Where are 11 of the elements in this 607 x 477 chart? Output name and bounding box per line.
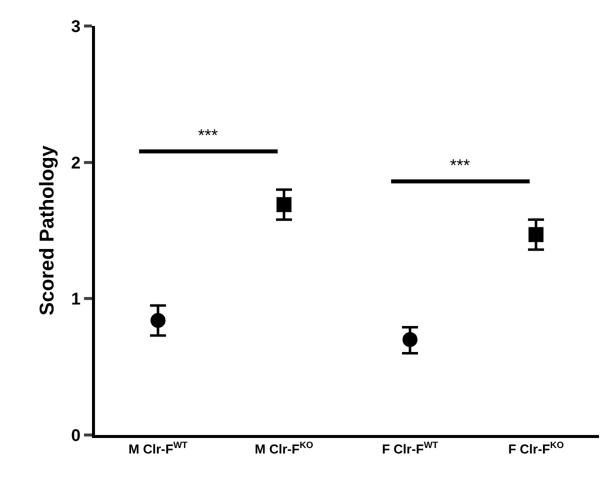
y-tick-label: 3	[71, 16, 81, 36]
y-tick-label: 1	[71, 290, 81, 309]
x-tick-label: F Clr-F$^{KO}$	[508, 440, 564, 457]
y-axis-title: Scored Pathology	[36, 144, 59, 316]
x-tick-label: M Clr-F$^{KO}$	[254, 440, 314, 457]
x-tick-label: M Clr-F$^{WT}$	[128, 440, 188, 457]
annotation: ***	[198, 126, 218, 145]
annotation: ***	[450, 156, 470, 175]
y-tick-label: 2	[71, 153, 81, 172]
x-tick-label: F Clr-F$^{WT}$	[382, 440, 438, 457]
y-tick-label: 0	[71, 426, 81, 445]
